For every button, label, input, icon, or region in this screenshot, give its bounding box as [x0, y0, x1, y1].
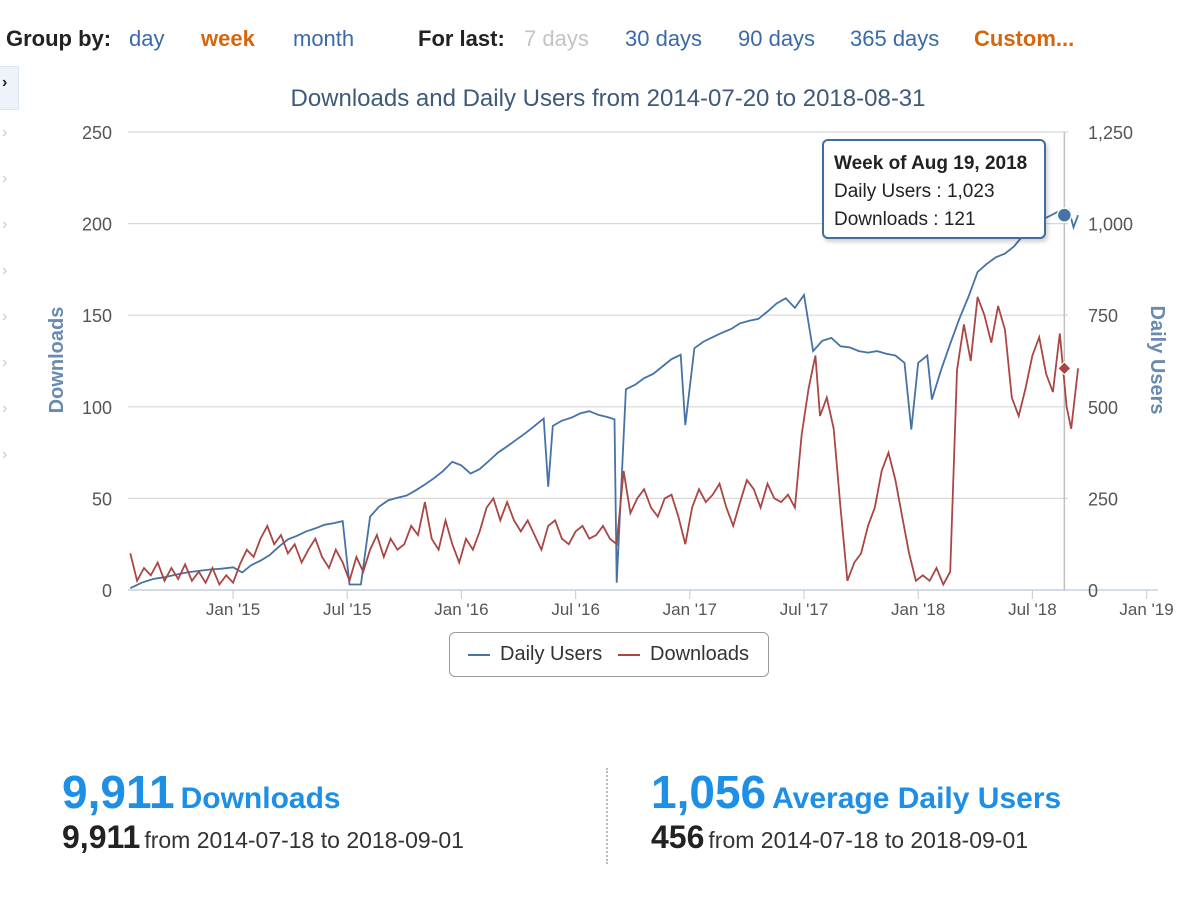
- downloads-total-value: 9,911: [62, 766, 175, 818]
- y-tick-label-left: 100: [82, 398, 112, 418]
- highlight-point-downloads[interactable]: [1057, 361, 1072, 376]
- downloads-range-text: from 2014-07-18 to 2018-09-01: [144, 827, 464, 853]
- y-tick-label-right: 500: [1088, 398, 1118, 418]
- chevron-right-icon[interactable]: ›: [2, 308, 8, 325]
- chevron-right-icon[interactable]: ›: [2, 262, 8, 279]
- highlight-point-daily-users[interactable]: [1056, 207, 1073, 223]
- legend-swatch-daily-users: [468, 653, 490, 656]
- toolbar: Group by: day week month For last: 7 day…: [0, 18, 1200, 58]
- group-option-month[interactable]: month: [293, 26, 355, 51]
- chevron-right-icon[interactable]: ›: [2, 74, 8, 91]
- y-tick-label-left: 250: [82, 123, 112, 143]
- users-average-value: 1,056: [651, 766, 767, 818]
- y-tick-label-left: 50: [92, 489, 112, 509]
- range-option-7-days: 7 days: [524, 26, 589, 51]
- y-tick-label-right: 1,250: [1088, 123, 1133, 143]
- x-tick-label: Jan '19: [1119, 600, 1173, 619]
- y-tick-label-left: 200: [82, 215, 112, 235]
- users-range-value: 456: [651, 819, 705, 855]
- left-axis-ticks: 0 50 100 150 200 250: [82, 123, 112, 601]
- range-option-90-days[interactable]: 90 days: [738, 26, 816, 51]
- sidebar-rail: › › › › › › › › ›: [0, 64, 22, 484]
- sidebar-active-item[interactable]: [0, 66, 19, 110]
- x-tick-label: Jan '16: [434, 600, 488, 619]
- x-axis-ticks: Jan '15 Jul '15 Jan '16 Jul '16 Jan '17 Jul '…: [206, 590, 1174, 619]
- legend-label-daily-users: Daily Users: [500, 643, 603, 665]
- chevron-right-icon[interactable]: ›: [2, 170, 8, 187]
- group-option-day[interactable]: day: [129, 26, 165, 51]
- legend-item-daily-users[interactable]: Daily Users: [468, 643, 602, 666]
- x-tick-label: Jul '17: [780, 600, 829, 619]
- y-tick-label-left: 0: [102, 581, 112, 601]
- x-tick-label: Jul '15: [323, 600, 372, 619]
- y-tick-label-right: 1,000: [1088, 215, 1133, 235]
- tooltip-daily-users: Daily Users : 1,023: [834, 181, 995, 202]
- downloads-total-label: Downloads: [180, 782, 341, 815]
- y-tick-label-left: 150: [82, 306, 112, 326]
- users-average-label: Average Daily Users: [772, 782, 1062, 815]
- range-option-365-days[interactable]: 365 days: [850, 26, 940, 51]
- stats-divider: [606, 768, 608, 864]
- chevron-right-icon[interactable]: ›: [2, 216, 8, 233]
- x-tick-label: Jan '17: [663, 600, 717, 619]
- chevron-right-icon[interactable]: ›: [2, 124, 8, 141]
- y-tick-label-right: 750: [1088, 306, 1118, 326]
- downloads-stat: 9,911 Downloads 9,911 from 2014-07-18 to 2…: [62, 765, 464, 856]
- left-axis-label: Downloads: [46, 307, 68, 414]
- chevron-right-icon[interactable]: ›: [2, 400, 8, 417]
- group-option-week[interactable]: week: [201, 26, 255, 51]
- series-line-downloads[interactable]: [129, 296, 1079, 587]
- x-tick-label: Jul '18: [1008, 600, 1057, 619]
- x-tick-label: Jul '16: [551, 600, 600, 619]
- chevron-right-icon[interactable]: ›: [2, 354, 8, 371]
- downloads-range-value: 9,911: [62, 819, 141, 855]
- tooltip-downloads: Downloads : 121: [834, 209, 976, 230]
- legend-item-downloads[interactable]: Downloads: [618, 643, 749, 666]
- range-option-30-days[interactable]: 30 days: [625, 26, 703, 51]
- chevron-right-icon[interactable]: ›: [2, 446, 8, 463]
- chart-legend: Daily Users Downloads: [449, 632, 769, 677]
- legend-swatch-downloads: [618, 653, 640, 656]
- chart-title: Downloads and Daily Users from 2014-07-2…: [290, 85, 925, 112]
- users-stat: 1,056 Average Daily Users 456 from 2014-07…: [651, 765, 1061, 856]
- tooltip-title: Week of Aug 19, 2018: [834, 153, 1028, 174]
- x-tick-label: Jan '18: [891, 600, 945, 619]
- chart-tooltip: Week of Aug 19, 2018 Daily Users : 1,023…: [822, 139, 1046, 239]
- x-tick-label: Jan '15: [206, 600, 260, 619]
- users-range-text: from 2014-07-18 to 2018-09-01: [708, 827, 1029, 853]
- right-axis-ticks: 0 250 500 750 1,000 1,250: [1088, 123, 1133, 601]
- legend-label-downloads: Downloads: [650, 643, 749, 665]
- y-tick-label-right: 0: [1088, 581, 1098, 601]
- right-axis-label: Daily Users: [1146, 306, 1168, 415]
- series-line-daily-users[interactable]: [129, 208, 1079, 590]
- y-tick-label-right: 250: [1088, 489, 1118, 509]
- for-last-label: For last:: [418, 26, 505, 51]
- group-by-label: Group by:: [6, 26, 112, 51]
- range-option-custom[interactable]: Custom...: [974, 26, 1075, 51]
